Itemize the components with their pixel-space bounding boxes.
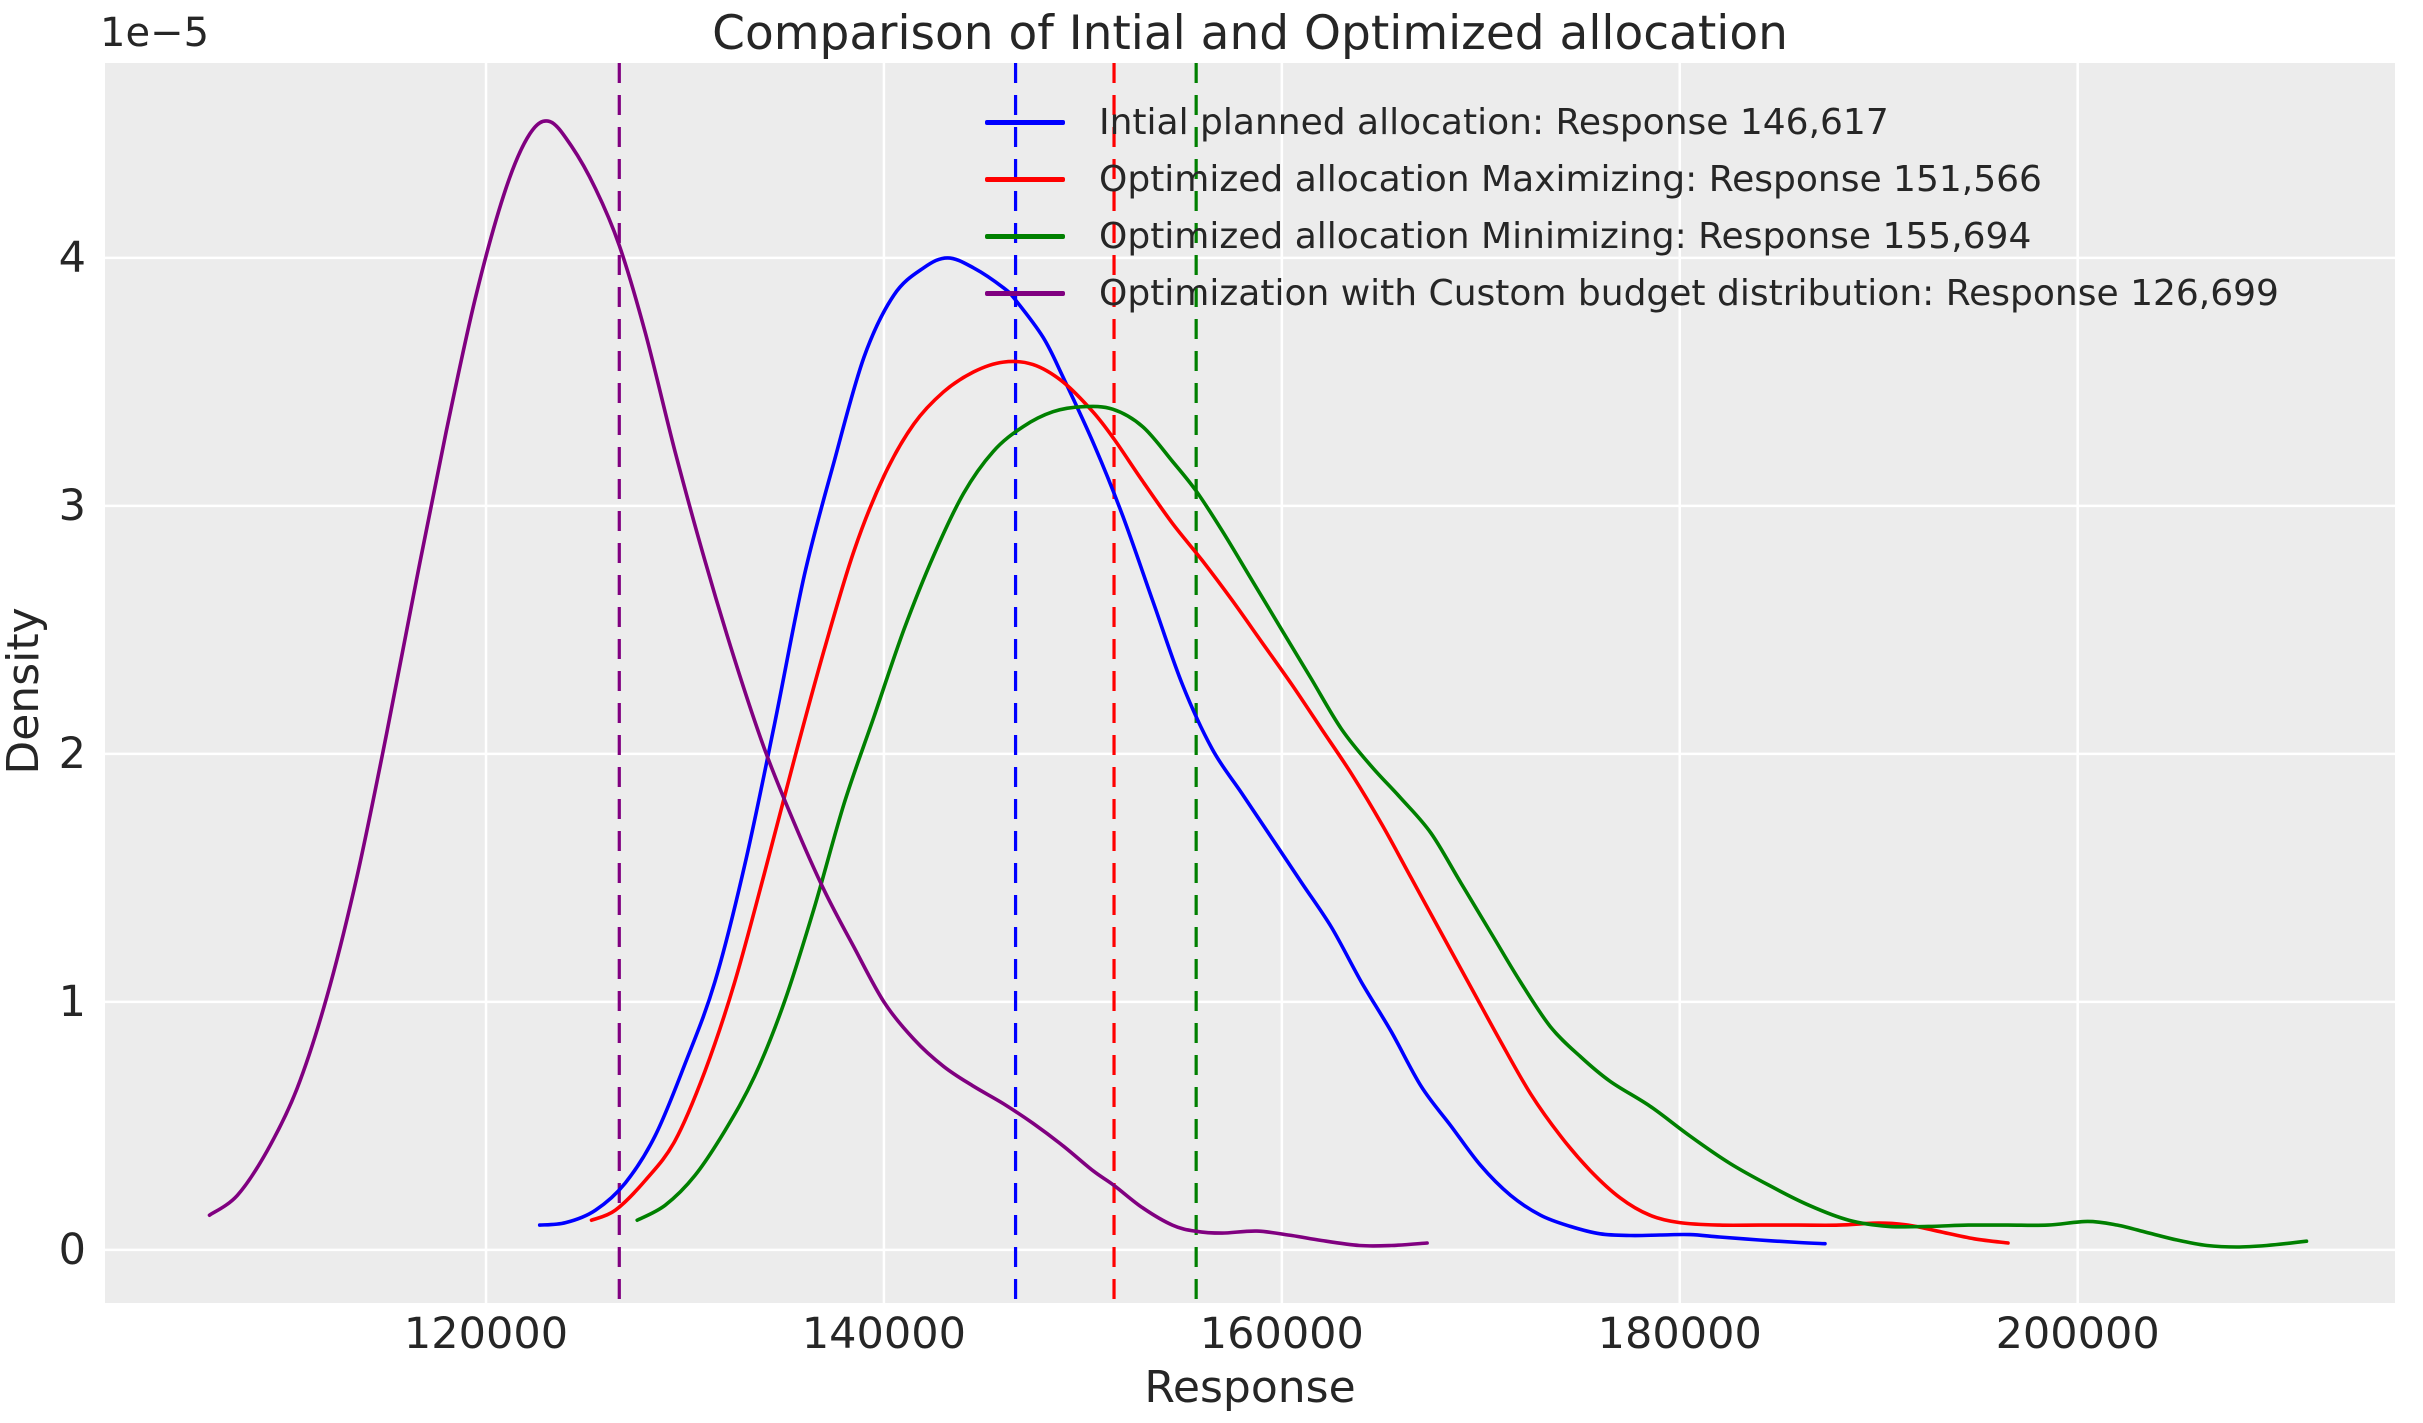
kde-curve: [589, 359, 2010, 1245]
gridlines: [105, 63, 2395, 1303]
axes-background: [105, 63, 2395, 1303]
kde-curve: [635, 404, 2309, 1249]
mean-lines-group: [617, 63, 1198, 1303]
kde-curves-group: [207, 119, 2309, 1249]
kde-curve: [537, 256, 1827, 1246]
kde-curve: [207, 119, 1429, 1248]
